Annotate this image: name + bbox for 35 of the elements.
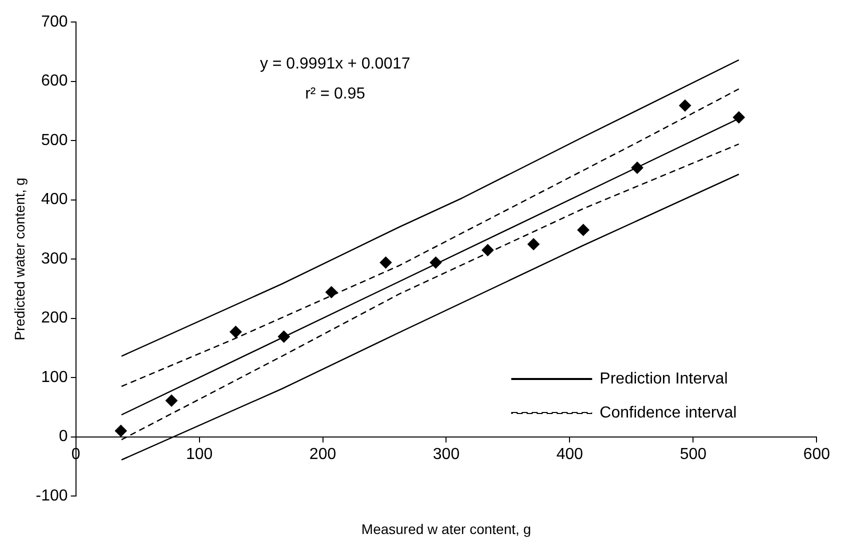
x-tick-label: 100 xyxy=(186,446,213,463)
x-tick-label: 600 xyxy=(803,446,830,463)
x-axis-title: Measured w ater content, g xyxy=(361,520,532,537)
point xyxy=(278,330,290,343)
point xyxy=(482,244,494,256)
point xyxy=(166,394,178,407)
point xyxy=(577,224,590,236)
point xyxy=(679,100,692,112)
y-tick-label: 400 xyxy=(41,191,68,208)
point xyxy=(528,238,540,250)
y-axis-title: Predicted water content, g xyxy=(11,178,28,340)
y-tick-label: 700 xyxy=(41,13,68,30)
point xyxy=(631,162,644,174)
point xyxy=(230,326,242,338)
x-tick-label: 300 xyxy=(432,446,460,463)
point xyxy=(380,256,392,269)
y-tick-label: 100 xyxy=(41,368,68,386)
x-tick-label: 500 xyxy=(680,446,707,463)
x-tick-label: 400 xyxy=(556,446,584,463)
point xyxy=(430,256,442,269)
y-tick-label: 300 xyxy=(41,250,68,268)
point xyxy=(114,424,127,437)
y-tick-label: -100 xyxy=(36,487,68,504)
y-tick-label: 600 xyxy=(41,72,68,90)
y-tick-label: 500 xyxy=(41,132,68,149)
legend-label: Prediction Interval xyxy=(600,370,728,388)
annotation: y = 0.9991x + 0.0017 xyxy=(260,55,410,72)
line-series xyxy=(120,88,740,388)
annotation: r² = 0.95 xyxy=(305,85,366,102)
legend-label: Confidence interval xyxy=(600,404,737,422)
y-tick-label: 0 xyxy=(58,428,68,446)
point xyxy=(732,111,745,124)
y-tick-label: 200 xyxy=(41,310,68,327)
x-tick-label: 200 xyxy=(309,446,336,463)
point xyxy=(325,286,338,298)
